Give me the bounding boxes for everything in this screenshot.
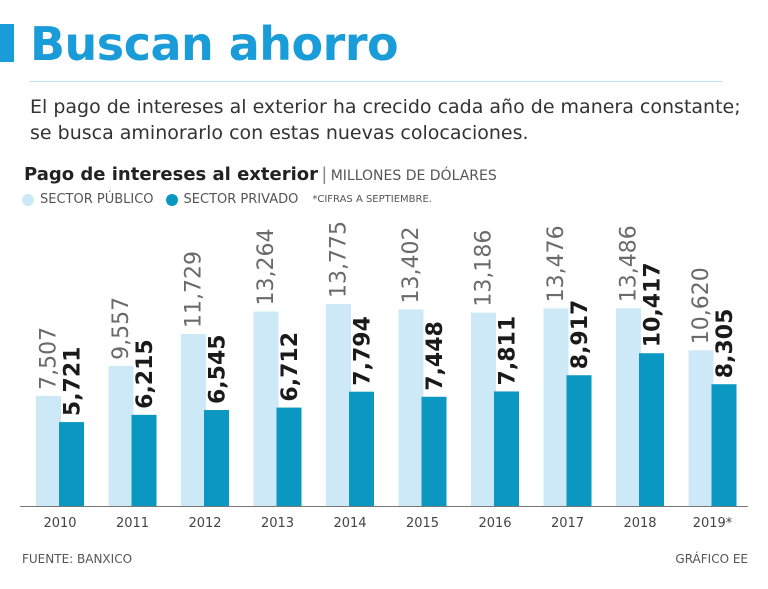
bar-privado-1 bbox=[131, 414, 157, 506]
bar-publico-1 bbox=[108, 365, 134, 506]
bar-privado-6 bbox=[494, 391, 519, 506]
data-label-publico-7: 13,476 bbox=[544, 225, 569, 302]
headline-accent-bar bbox=[0, 24, 14, 62]
data-label-publico-4: 13,775 bbox=[327, 221, 352, 298]
data-label-privado-9: 8,305 bbox=[713, 309, 738, 379]
x-tick-label-9: 2019* bbox=[693, 516, 733, 531]
chart-note: *CIFRAS A SEPTIEMBRE. bbox=[312, 194, 432, 205]
bar-publico-3 bbox=[253, 311, 279, 506]
bar-publico-4 bbox=[326, 304, 351, 506]
bar-publico-0 bbox=[36, 395, 61, 506]
bar-publico-2 bbox=[181, 334, 206, 506]
graphic-credit: GRÁFICO EE bbox=[675, 552, 748, 566]
x-tick-label-1: 2011 bbox=[116, 516, 149, 531]
x-tick-label-2: 2012 bbox=[188, 516, 221, 531]
bar-privado-3 bbox=[276, 407, 302, 506]
bar-privado-9 bbox=[711, 384, 737, 506]
data-label-privado-5: 7,448 bbox=[423, 321, 448, 391]
intro-text: El pago de intereses al exterior ha crec… bbox=[30, 96, 741, 144]
legend-label-publico: SECTOR PÚBLICO bbox=[40, 192, 154, 207]
chart-heading: Pago de intereses al exterior | MILLONES D… bbox=[24, 164, 497, 185]
x-tick-label-5: 2015 bbox=[406, 516, 439, 531]
x-tick-label-7: 2017 bbox=[551, 516, 584, 531]
bar-publico-8 bbox=[616, 308, 641, 506]
legend-label-privado: SECTOR PRIVADO bbox=[183, 192, 299, 207]
data-label-privado-1: 6,215 bbox=[133, 339, 158, 409]
legend-item-privado: SECTOR PRIVADO bbox=[165, 192, 299, 207]
bar-privado-7 bbox=[566, 375, 592, 506]
data-label-publico-3: 13,264 bbox=[254, 229, 279, 306]
data-label-publico-1: 9,557 bbox=[109, 297, 134, 360]
data-label-privado-3: 6,712 bbox=[278, 332, 303, 402]
data-label-privado-0: 5,721 bbox=[61, 347, 86, 417]
heading-separator: | bbox=[322, 164, 327, 184]
bar-publico-7 bbox=[543, 308, 569, 506]
data-label-publico-2: 11,729 bbox=[182, 251, 207, 328]
data-label-publico-8: 13,486 bbox=[617, 225, 642, 302]
x-tick-label-0: 2010 bbox=[43, 516, 76, 531]
bar-privado-2 bbox=[204, 410, 229, 506]
data-label-publico-0: 7,507 bbox=[37, 327, 62, 390]
chart-units: MILLONES DE DÓLARES bbox=[330, 168, 497, 184]
legend-swatch-publico bbox=[22, 193, 34, 206]
bar-privado-0 bbox=[59, 422, 84, 506]
data-label-privado-4: 7,794 bbox=[351, 316, 376, 386]
data-label-privado-6: 7,811 bbox=[496, 316, 521, 386]
x-tick-label-4: 2014 bbox=[333, 516, 366, 531]
bar-privado-5 bbox=[421, 396, 447, 506]
bar-privado-8 bbox=[639, 353, 664, 506]
legend-item-publico: SECTOR PÚBLICO bbox=[22, 192, 154, 207]
data-label-privado-2: 6,545 bbox=[206, 334, 231, 404]
bar-privado-4 bbox=[349, 391, 374, 506]
data-label-publico-6: 13,186 bbox=[472, 230, 497, 307]
x-tick-label-8: 2018 bbox=[623, 516, 656, 531]
data-label-publico-9: 10,620 bbox=[689, 267, 714, 344]
chart-legend: SECTOR PÚBLICO SECTOR PRIVADO *CIFRAS A … bbox=[22, 192, 432, 207]
bar-publico-5 bbox=[398, 309, 424, 506]
headline: Buscan ahorro bbox=[30, 17, 399, 71]
source-credit: FUENTE: BANXICO bbox=[22, 552, 133, 566]
legend-swatch-privado bbox=[165, 193, 178, 206]
x-tick-label-3: 2013 bbox=[261, 516, 294, 531]
bar-publico-9 bbox=[688, 350, 714, 506]
x-tick-label-6: 2016 bbox=[478, 516, 511, 531]
data-label-privado-8: 10,417 bbox=[641, 262, 666, 347]
data-label-privado-7: 8,917 bbox=[568, 300, 593, 370]
headline-divider bbox=[30, 81, 722, 82]
chart-title: Pago de intereses al exterior bbox=[24, 164, 319, 185]
data-label-publico-5: 13,402 bbox=[399, 226, 424, 303]
bar-publico-6 bbox=[471, 312, 496, 506]
